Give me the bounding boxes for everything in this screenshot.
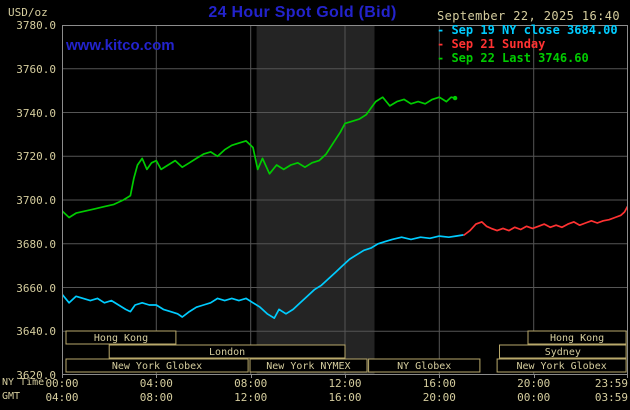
chart-title: 24 Hour Spot Gold (Bid)	[208, 4, 397, 21]
x-tick-label-gmt: 12:00	[234, 391, 268, 404]
axis-tick-mark	[62, 375, 63, 378]
axis-tick-mark	[345, 375, 346, 378]
legend-item: - Sep 22 Last 3746.60	[437, 51, 589, 65]
legend-item: - Sep 21 Sunday	[437, 37, 546, 51]
x-tick-label-ny: 20:00	[517, 377, 551, 390]
session-label: Hong Kong	[94, 333, 148, 344]
x-tick-label-gmt: 16:00	[328, 391, 362, 404]
axis-tick-mark	[533, 375, 535, 378]
x-tick-label-gmt: 04:00	[45, 391, 79, 404]
x-tick-label-ny: 23:59	[594, 377, 628, 390]
y-tick-label: 3740.0	[16, 106, 56, 120]
x-tick-label-ny: 16:00	[422, 377, 456, 390]
series-line-sep22	[62, 96, 456, 219]
axis-tick-mark	[439, 375, 441, 378]
x-tick-label-gmt: 08:00	[139, 391, 173, 404]
last-price-marker	[452, 95, 458, 101]
chart-datetime: September 22, 2025 16:40	[437, 9, 620, 23]
x-tick-label-gmt: 20:00	[422, 391, 456, 404]
session-label: NY Globex	[397, 361, 451, 372]
x-tick-label-ny: 08:00	[234, 377, 268, 390]
y-tick-label: 3720.0	[16, 150, 56, 164]
session-box	[527, 330, 627, 345]
session-box	[65, 330, 177, 345]
axis-tick-mark	[250, 375, 252, 378]
session-label: London	[209, 347, 245, 358]
x-tick-label-gmt: 00:00	[517, 391, 551, 404]
session-box	[368, 358, 481, 373]
session-box	[65, 358, 249, 373]
session-box	[499, 344, 627, 359]
y-tick-label: 3700.0	[16, 194, 56, 207]
y-tick-label: 3660.0	[16, 281, 56, 295]
session-box	[249, 358, 368, 373]
y-axis-unit-label: USD/oz	[8, 6, 48, 19]
x-tick-label-ny: 12:00	[328, 377, 362, 390]
axis-tick-mark	[156, 375, 158, 378]
y-tick-label: 3620.0	[16, 369, 56, 382]
gmt-axis-label: GMT	[2, 391, 21, 402]
chart-legend: - Sep 19 NY close 3684.00- Sep 21 Sunday…	[437, 23, 618, 65]
x-tick-label-ny: 00:00	[45, 377, 79, 390]
y-tick-label: 3760.0	[16, 62, 56, 76]
y-tick-label: 3640.0	[16, 325, 56, 339]
y-tick-label: 3780.0	[16, 19, 56, 32]
ny-time-axis-label: NY Time	[2, 377, 45, 388]
session-label: Sydney	[545, 347, 581, 358]
x-tick-label-ny: 04:00	[139, 377, 173, 390]
session-box	[108, 344, 346, 359]
session-box	[496, 358, 627, 373]
plot-border	[62, 25, 628, 375]
axis-tick-mark	[627, 375, 628, 378]
x-tick-label-gmt: 03:59	[594, 391, 628, 404]
kitco-watermark-link[interactable]: www.kitco.com	[66, 37, 175, 54]
legend-item: - Sep 19 NY close 3684.00	[437, 23, 618, 37]
session-label: New York Globex	[112, 361, 202, 372]
series-line-sep19	[62, 234, 464, 319]
y-tick-label: 3680.0	[16, 237, 56, 251]
session-label: New York NYMEX	[266, 361, 350, 372]
session-label: New York Globex	[516, 361, 606, 372]
session-label: Hong Kong	[550, 333, 604, 344]
chart-plot-area: Hong Kong Hong Kong London Sydney New York G…	[62, 25, 628, 375]
series-line-sep21	[463, 205, 628, 236]
